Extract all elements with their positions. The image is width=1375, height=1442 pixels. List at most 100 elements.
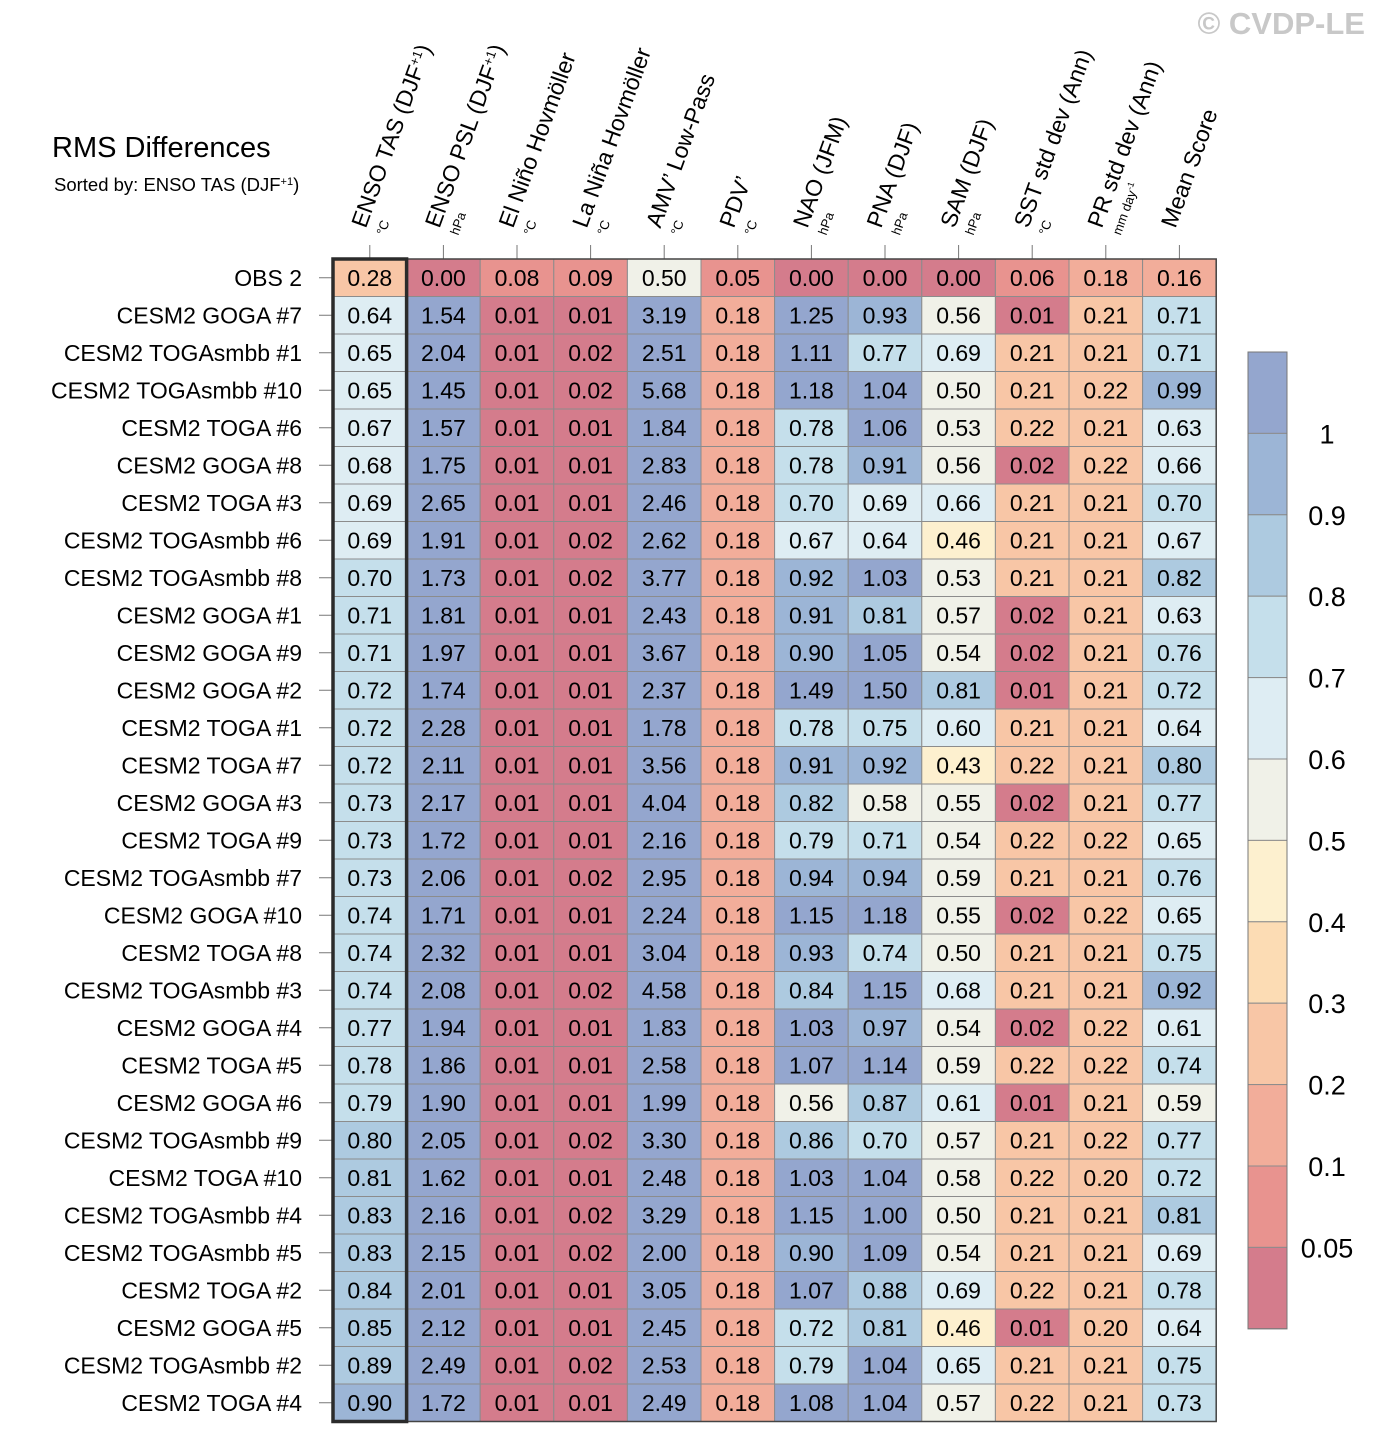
heatmap-cell <box>553 1008 628 1047</box>
cell-value: 0.65 <box>1157 902 1202 928</box>
heatmap-cell <box>1142 1346 1217 1385</box>
cell-value: 0.01 <box>568 752 613 778</box>
cell-value: 0.01 <box>1010 302 1055 328</box>
cell-value: 0.01 <box>495 1202 540 1228</box>
heatmap-cell <box>406 558 481 597</box>
cell-value: 0.01 <box>495 1315 540 1341</box>
row-label: CESM2 GOGA #6 <box>117 1090 302 1116</box>
row-label: CESM2 TOGA #3 <box>121 490 302 516</box>
cell-value: 0.18 <box>715 640 760 666</box>
cell-value: 0.68 <box>347 452 392 478</box>
cell-value: 0.02 <box>1010 602 1055 628</box>
cell-value: 1.83 <box>642 1015 687 1041</box>
row-label: CESM2 TOGA #9 <box>121 827 302 853</box>
colorbar-swatch <box>1247 1165 1288 1248</box>
cell-value: 0.18 <box>715 940 760 966</box>
heatmap-cell <box>774 1008 849 1047</box>
colorbar-swatch <box>1247 1246 1288 1330</box>
cell-value: 0.18 <box>715 527 760 553</box>
heatmap-cell <box>1068 558 1144 597</box>
cell-value: 0.00 <box>421 265 466 291</box>
heatmap-cell <box>774 1346 849 1385</box>
heatmap-cell <box>1068 1271 1144 1310</box>
cell-value: 0.01 <box>495 1165 540 1191</box>
cell-value: 0.16 <box>1157 265 1202 291</box>
subtitle-text: Sorted by: ENSO TAS (DJF <box>54 174 281 195</box>
row-label: CESM2 GOGA #5 <box>117 1315 302 1341</box>
colorbar-swatch <box>1247 677 1288 760</box>
subtitle-close: ) <box>293 174 299 195</box>
cell-value: 0.64 <box>1157 715 1202 741</box>
heatmap-cell <box>553 783 628 822</box>
cell-value: 0.22 <box>1010 1390 1055 1416</box>
cell-value: 0.70 <box>863 1127 908 1153</box>
heatmap-cell <box>774 258 849 297</box>
cell-value: 0.63 <box>1157 415 1202 441</box>
cell-value: 0.01 <box>495 940 540 966</box>
cell-value: 0.01 <box>568 902 613 928</box>
cell-value: 1.04 <box>863 1352 908 1378</box>
heatmap-cell <box>700 633 776 672</box>
cell-value: 0.01 <box>1010 1090 1055 1116</box>
heatmap-cell <box>1142 708 1217 747</box>
heatmap-cell <box>626 1196 702 1235</box>
cell-value: 0.65 <box>936 1352 981 1378</box>
cell-value: 1.94 <box>421 1015 466 1041</box>
cell-value: 0.02 <box>568 977 613 1003</box>
cell-value: 0.59 <box>936 1052 981 1078</box>
heatmap-cell <box>700 1121 776 1160</box>
heatmap-cell <box>1068 1008 1144 1047</box>
heatmap-cell <box>1068 821 1144 860</box>
heatmap-cell <box>406 483 481 522</box>
heatmap-cell <box>1142 633 1217 672</box>
cell-value: 0.22 <box>1083 902 1128 928</box>
heatmap-cell <box>994 933 1070 972</box>
heatmap-cell <box>1142 446 1217 485</box>
cell-value: 0.21 <box>1083 1390 1128 1416</box>
heatmap-cell <box>774 521 849 560</box>
heatmap-cell <box>406 521 481 560</box>
cell-value: 0.01 <box>495 1277 540 1303</box>
row-label: CESM2 TOGAsmbb #2 <box>64 1352 302 1378</box>
colorbar-tick-label: 0.3 <box>1308 989 1346 1019</box>
heatmap-cell <box>700 1308 776 1347</box>
cell-value: 3.19 <box>642 302 687 328</box>
heatmap-cell <box>700 1083 776 1122</box>
cell-value: 0.56 <box>936 302 981 328</box>
cell-value: 0.64 <box>347 302 392 328</box>
heatmap-cell <box>700 483 776 522</box>
cell-value: 0.18 <box>715 1202 760 1228</box>
heatmap-cell <box>774 933 849 972</box>
colorbar-swatch <box>1247 758 1288 841</box>
heatmap-cell <box>847 1008 923 1047</box>
cell-value: 0.21 <box>1010 865 1055 891</box>
cell-value: 0.78 <box>789 415 834 441</box>
cell-value: 0.21 <box>1083 1277 1128 1303</box>
heatmap-cell <box>626 1346 702 1385</box>
heatmap-cell <box>994 558 1070 597</box>
cell-value: 0.01 <box>495 640 540 666</box>
cell-value: 0.43 <box>936 752 981 778</box>
column-label: AMV’ Low-Pass <box>640 70 720 231</box>
cell-value: 0.01 <box>495 490 540 516</box>
heatmap-cell <box>994 1196 1070 1235</box>
cell-value: 1.11 <box>790 340 833 366</box>
heatmap-cell <box>332 858 408 897</box>
heatmap-cell <box>700 258 776 297</box>
cell-value: 0.01 <box>495 977 540 1003</box>
cell-value: 3.67 <box>642 640 687 666</box>
heatmap-cell <box>479 1083 555 1122</box>
heatmap-cell <box>406 446 481 485</box>
column-label: El Niño Hovmöller <box>493 49 580 231</box>
heatmap-cell <box>847 483 923 522</box>
heatmap-cell <box>921 1271 996 1310</box>
heatmap-cell <box>332 1121 408 1160</box>
cell-value: 0.20 <box>1083 1315 1128 1341</box>
cell-value: 0.89 <box>347 1352 392 1378</box>
cell-value: 0.93 <box>863 302 908 328</box>
cell-value: 0.02 <box>1010 1015 1055 1041</box>
heatmap-cell <box>700 1346 776 1385</box>
cell-value: 0.86 <box>789 1127 834 1153</box>
heatmap-cell <box>921 633 996 672</box>
cell-value: 0.63 <box>1157 602 1202 628</box>
